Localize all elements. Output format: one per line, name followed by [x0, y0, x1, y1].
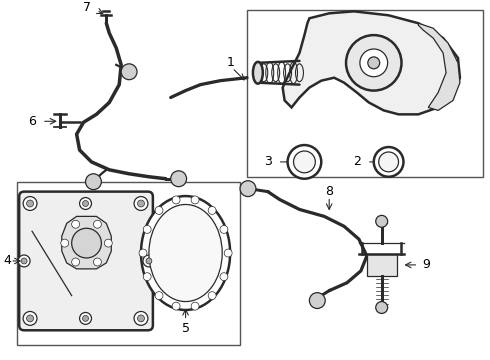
Circle shape: [155, 207, 163, 215]
Circle shape: [208, 292, 216, 300]
Bar: [247, 10, 483, 177]
Circle shape: [143, 273, 151, 281]
Polygon shape: [62, 216, 111, 269]
Polygon shape: [283, 12, 460, 114]
Ellipse shape: [141, 196, 230, 310]
Circle shape: [134, 197, 148, 211]
Circle shape: [94, 258, 101, 266]
Text: 6: 6: [28, 115, 36, 128]
Circle shape: [72, 228, 101, 258]
Circle shape: [82, 201, 89, 207]
Circle shape: [146, 258, 152, 264]
Circle shape: [72, 258, 79, 266]
Text: 4: 4: [3, 255, 11, 267]
Circle shape: [138, 200, 145, 207]
Text: 8: 8: [325, 185, 333, 198]
Circle shape: [79, 198, 92, 210]
Circle shape: [346, 35, 401, 91]
Ellipse shape: [149, 204, 222, 302]
Polygon shape: [418, 23, 460, 111]
Circle shape: [94, 220, 101, 228]
Circle shape: [360, 49, 388, 77]
FancyBboxPatch shape: [19, 192, 153, 330]
Ellipse shape: [253, 62, 263, 84]
Circle shape: [72, 220, 79, 228]
Circle shape: [134, 311, 148, 325]
Circle shape: [220, 225, 228, 233]
Circle shape: [86, 174, 101, 190]
Circle shape: [21, 258, 27, 264]
Circle shape: [82, 315, 89, 321]
Text: 5: 5: [182, 322, 190, 335]
Circle shape: [143, 225, 151, 233]
Circle shape: [376, 215, 388, 227]
Circle shape: [18, 255, 30, 267]
Circle shape: [374, 147, 403, 177]
Bar: [17, 182, 240, 345]
Circle shape: [294, 151, 316, 173]
Circle shape: [191, 302, 199, 310]
Circle shape: [138, 315, 145, 322]
Circle shape: [23, 311, 37, 325]
Circle shape: [139, 249, 147, 257]
Circle shape: [121, 64, 137, 80]
Circle shape: [379, 152, 398, 172]
Circle shape: [23, 197, 37, 211]
Text: 2: 2: [353, 156, 361, 168]
Circle shape: [368, 57, 380, 69]
Circle shape: [172, 196, 180, 204]
Text: 9: 9: [422, 258, 430, 271]
Circle shape: [61, 239, 69, 247]
Circle shape: [26, 315, 33, 322]
Text: 1: 1: [226, 57, 234, 69]
Circle shape: [172, 302, 180, 310]
Bar: [367, 254, 396, 276]
Circle shape: [309, 293, 325, 309]
Circle shape: [224, 249, 232, 257]
Circle shape: [208, 207, 216, 215]
Circle shape: [79, 312, 92, 324]
Text: 7: 7: [82, 1, 91, 14]
Circle shape: [376, 302, 388, 314]
Text: 3: 3: [264, 156, 272, 168]
Circle shape: [26, 200, 33, 207]
Circle shape: [191, 196, 199, 204]
Circle shape: [104, 239, 112, 247]
Circle shape: [240, 181, 256, 197]
Circle shape: [171, 171, 187, 187]
Circle shape: [143, 255, 155, 267]
Circle shape: [220, 273, 228, 281]
Circle shape: [288, 145, 321, 179]
Circle shape: [155, 292, 163, 300]
